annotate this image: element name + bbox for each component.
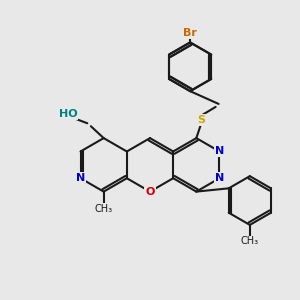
Text: Br: Br [183,28,197,38]
Text: O: O [145,187,155,196]
Text: N: N [215,173,224,183]
Text: CH₃: CH₃ [241,236,259,246]
Text: N: N [76,173,85,183]
Text: N: N [215,146,224,157]
Text: HO: HO [59,109,77,119]
Text: S: S [197,115,205,125]
Text: CH₃: CH₃ [94,204,113,214]
